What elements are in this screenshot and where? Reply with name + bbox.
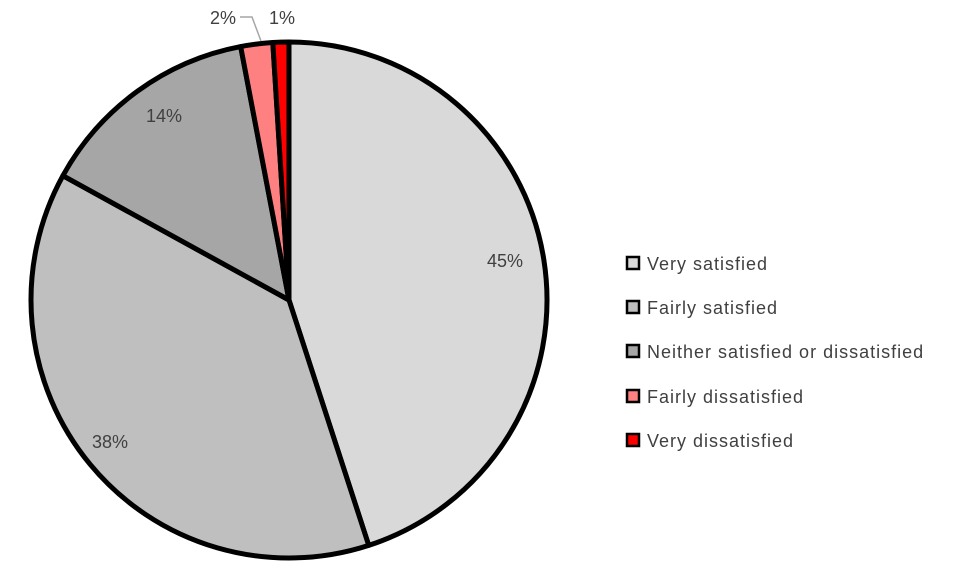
legend-swatch-very-satisfied	[625, 255, 641, 271]
pie-slice-very-dissatisfied	[270, 39, 292, 303]
legend-item-fairly-dissatisfied: Fairly dissatisfied	[625, 387, 804, 407]
legend-item-very-dissatisfied: Very dissatisfied	[625, 431, 794, 451]
data-label-fairly-satisfied: 38%	[92, 432, 128, 452]
pie-slice-neither-satisfied-or-dissatisfied	[60, 44, 292, 303]
pie-slice-very-satisfied	[286, 39, 550, 548]
legend-label-fairly-dissatisfied: Fairly dissatisfied	[647, 387, 804, 407]
data-label-neither: 14%	[146, 106, 182, 126]
pie-slices	[28, 39, 550, 561]
legend-label-neither: Neither satisfied or dissatisfied	[647, 342, 924, 362]
legend-swatch-fairly-dissatisfied	[625, 388, 641, 404]
data-label-fairly-dissatisfied: 2%	[210, 8, 236, 28]
legend-item-very-satisfied: Very satisfied	[625, 254, 768, 274]
data-label-very-satisfied: 45%	[487, 251, 523, 271]
legend-swatch-neither	[625, 343, 641, 359]
legend-item-fairly-satisfied: Fairly satisfied	[625, 298, 778, 318]
legend-label-fairly-satisfied: Fairly satisfied	[647, 298, 778, 318]
legend-label-very-satisfied: Very satisfied	[647, 254, 768, 274]
data-labels: 45% 38% 14% 2% 1%	[92, 8, 523, 452]
data-label-very-dissatisfied: 1%	[269, 8, 295, 28]
leader-line-fairly-dissatisfied	[240, 16, 262, 42]
legend-label-very-dissatisfied: Very dissatisfied	[647, 431, 794, 451]
legend-swatch-very-dissatisfied	[625, 432, 641, 448]
legend-swatch-fairly-satisfied	[625, 299, 641, 315]
legend-item-neither: Neither satisfied or dissatisfied	[625, 342, 924, 362]
legend: Very satisfied Fairly satisfied Neither …	[625, 254, 924, 451]
pie-slice-fairly-satisfied	[28, 173, 372, 561]
